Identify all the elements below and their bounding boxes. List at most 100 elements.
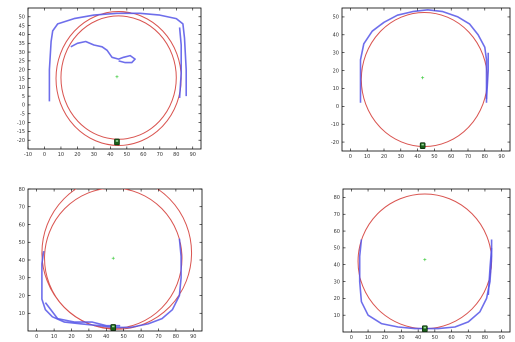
x-tick-label: 40 [107,152,113,158]
y-tick-label: 60 [334,229,340,235]
x-tick-label: 60 [448,335,454,341]
y-tick-label: 80 [19,187,25,193]
y-tick-label: 0 [22,103,25,109]
robot-marker-core [421,143,424,146]
x-tick-label: 10 [365,335,371,341]
trajectory-line [70,40,136,64]
y-tick-label: 60 [19,222,25,228]
y-tick-label: 15 [19,76,25,82]
y-tick-label: 40 [19,32,25,38]
trajectory-line [178,27,182,98]
x-tick-label: 0 [349,154,352,160]
x-tick-label: 50 [124,152,130,158]
y-tick-label: 20 [19,293,25,299]
x-tick-label: 50 [431,154,437,160]
y-tick-label: 50 [19,240,25,246]
x-tick-label: 50 [432,335,438,341]
x-tick-label: 30 [91,152,97,158]
x-tick-label: 20 [382,335,388,341]
x-tick-label: 90 [498,335,504,341]
axes-frame [27,7,202,150]
x-tick-label: 50 [121,334,127,340]
x-tick-label: 70 [157,152,163,158]
y-tick-label: 45 [19,23,25,29]
x-tick-label: 20 [68,334,74,340]
x-tick-label: 90 [190,334,196,340]
x-tick-label: 80 [173,152,179,158]
robot-marker-core [115,140,119,142]
x-tick-label: 80 [173,334,179,340]
y-tick-label: 30 [19,276,25,282]
chart-panel-3: 0 10 20 30 40 50 60 70 80 90 10 20 30 40 50 60 70 80 [19,187,203,340]
robot-marker-core [112,325,115,328]
x-tick-label: 0 [43,152,46,158]
x-tick-label: 30 [86,334,92,340]
y-tick-label: -15 [17,129,25,135]
y-tick-label: 70 [19,205,25,211]
x-tick-label: 40 [414,154,420,160]
x-tick-label: 70 [465,335,471,341]
y-tick-label: 0 [336,104,339,110]
axes-frame [341,7,511,152]
trajectory-line [48,12,187,102]
reference-circle [41,189,193,330]
robot-marker [114,138,120,146]
x-tick-label: 30 [398,335,404,341]
y-tick-label: 80 [334,195,340,201]
y-tick-label: -5 [20,112,25,118]
plot-area [357,193,493,332]
robot-marker-core [423,326,427,329]
robot-marker [419,142,426,149]
trajectory-line [359,9,488,103]
y-tick-label: 35 [19,41,25,47]
y-tick-label: 40 [334,263,340,269]
x-tick-label: 20 [381,154,387,160]
x-tick-label: 40 [415,335,421,341]
y-tick-label: 10 [333,86,339,92]
x-tick-label: 70 [465,154,471,160]
y-tick-label: 40 [333,33,339,39]
y-tick-label: 20 [334,296,340,302]
trajectory-line [485,52,490,100]
y-tick-label: 30 [333,50,339,56]
x-tick-label: 80 [482,154,488,160]
x-tick-label: 0 [35,334,38,340]
chart-panel-2: 0 10 20 30 40 50 60 70 80 90 -20 -10 0 10 20 30 40 50 [331,7,511,160]
x-tick-label: 80 [482,335,488,341]
y-tick-label: 10 [334,313,340,319]
x-tick-label: 0 [350,335,353,341]
y-tick-label: 50 [334,246,340,252]
x-tick-label: 60 [140,152,146,158]
x-tick-label: -10 [24,152,32,158]
trajectory-line [487,247,493,296]
x-tick-label: 60 [138,334,144,340]
y-tick-label: 30 [19,50,25,56]
x-tick-label: 10 [364,154,370,160]
x-tick-label: 60 [448,154,454,160]
y-tick-label: 5 [22,94,25,100]
x-tick-label: 70 [155,334,161,340]
trajectory-line [41,238,182,329]
robot-marker [422,325,428,332]
x-tick-label: 90 [498,154,504,160]
axes-frame [342,188,511,333]
x-tick-label: 10 [51,334,57,340]
y-tick-label: 50 [19,15,25,21]
y-tick-label: 40 [19,258,25,264]
x-tick-label: 10 [58,152,64,158]
y-tick-label: 25 [19,59,25,65]
plot-area [48,11,187,146]
y-tick-label: 20 [333,68,339,74]
y-tick-label: 20 [19,67,25,73]
x-tick-label: 30 [398,154,404,160]
plot-area [359,9,490,149]
plot-area [41,189,193,331]
y-tick-label: 50 [333,15,339,21]
robot-marker [110,324,117,331]
chart-panel-4: 0 10 20 30 40 50 60 70 80 90 10 20 30 40 50 60 70 80 [334,188,511,341]
x-tick-label: 20 [74,152,80,158]
y-tick-label: 10 [19,85,25,91]
x-tick-label: 90 [190,152,196,158]
y-tick-label: 30 [334,279,340,285]
